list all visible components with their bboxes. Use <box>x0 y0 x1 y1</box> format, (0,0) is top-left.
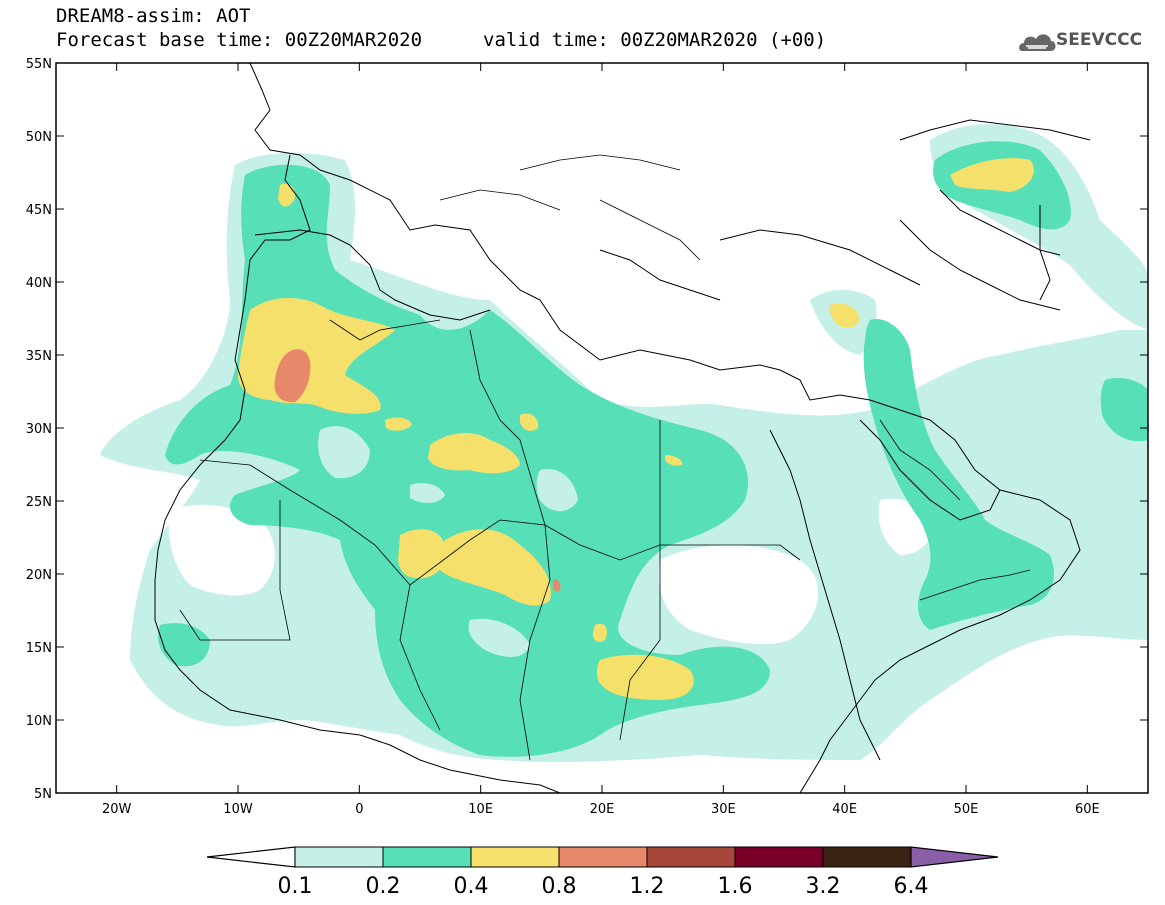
colorbar-segment-2 <box>382 846 472 868</box>
forecast-base-time: Forecast base time: 00Z20MAR2020 <box>56 29 423 51</box>
lon-tick-label: 60E <box>1075 802 1100 817</box>
lon-tick-label: 0 <box>355 802 363 817</box>
colorbar-label: 6.4 <box>894 874 929 899</box>
colorbar-segment-under <box>206 846 296 868</box>
colorbar-segment-7 <box>822 846 912 868</box>
lat-tick-label: 35N <box>26 349 52 364</box>
lat-tick-label: 30N <box>26 422 52 437</box>
aot-field <box>100 124 1148 763</box>
aot-level-clear <box>168 498 935 645</box>
lon-tick-label: 40E <box>832 802 857 817</box>
lon-tick-label: 20E <box>590 802 615 817</box>
colorbar-label: 0.1 <box>278 874 313 899</box>
valid-time: valid time: 00Z20MAR2020 (+00) <box>483 29 827 51</box>
colorbar-segment-1 <box>294 846 384 868</box>
colorbar-segment-6 <box>734 846 824 868</box>
colorbar-label: 3.2 <box>806 874 841 899</box>
lat-tick-label: 45N <box>26 203 52 218</box>
lat-tick-label: 15N <box>26 641 52 656</box>
lat-axis: 55N 50N 45N 40N 35N 30N 25N 20N 15N 10N 5N <box>26 57 1148 802</box>
cloud-icon <box>1019 34 1056 51</box>
coastlines <box>154 63 1091 793</box>
logo-text: SEEVCCC <box>1056 30 1143 50</box>
colorbar-label: 0.8 <box>542 874 577 899</box>
aot-level-0-8 <box>274 349 561 592</box>
colorbar-segment-4 <box>558 846 648 868</box>
lat-tick-label: 50N <box>26 130 52 145</box>
colorbar-label: 1.2 <box>630 874 665 899</box>
colorbar-segment-3 <box>470 846 560 868</box>
lat-tick-label: 40N <box>26 276 52 291</box>
lat-tick-label: 55N <box>26 57 52 72</box>
colorbar-label: 0.4 <box>454 874 489 899</box>
colorbar-segment-over <box>910 846 999 868</box>
lon-axis: 20W 10W 0 10E 20E 30E 40E 50E 60E <box>102 63 1100 817</box>
map-title: DREAM8-assim: AOT <box>56 5 251 27</box>
lat-tick-label: 5N <box>34 787 52 802</box>
borders <box>179 154 1031 761</box>
aot-level-0-1-islands <box>318 426 578 657</box>
lon-tick-label: 10W <box>223 802 253 817</box>
lat-tick-label: 10N <box>26 714 52 729</box>
colorbar-label: 0.2 <box>366 874 401 899</box>
colorbar-label: 1.6 <box>718 874 753 899</box>
lon-tick-label: 30E <box>711 802 736 817</box>
lon-tick-label: 50E <box>954 802 979 817</box>
lon-tick-label: 20W <box>102 802 132 817</box>
lat-tick-label: 25N <box>26 495 52 510</box>
lon-tick-label: 10E <box>468 802 493 817</box>
colorbar <box>206 846 999 868</box>
colorbar-labels: 0.1 0.2 0.4 0.8 1.2 1.6 3.2 6.4 <box>278 874 929 899</box>
lat-tick-label: 20N <box>26 568 52 583</box>
colorbar-segment-5 <box>646 846 736 868</box>
